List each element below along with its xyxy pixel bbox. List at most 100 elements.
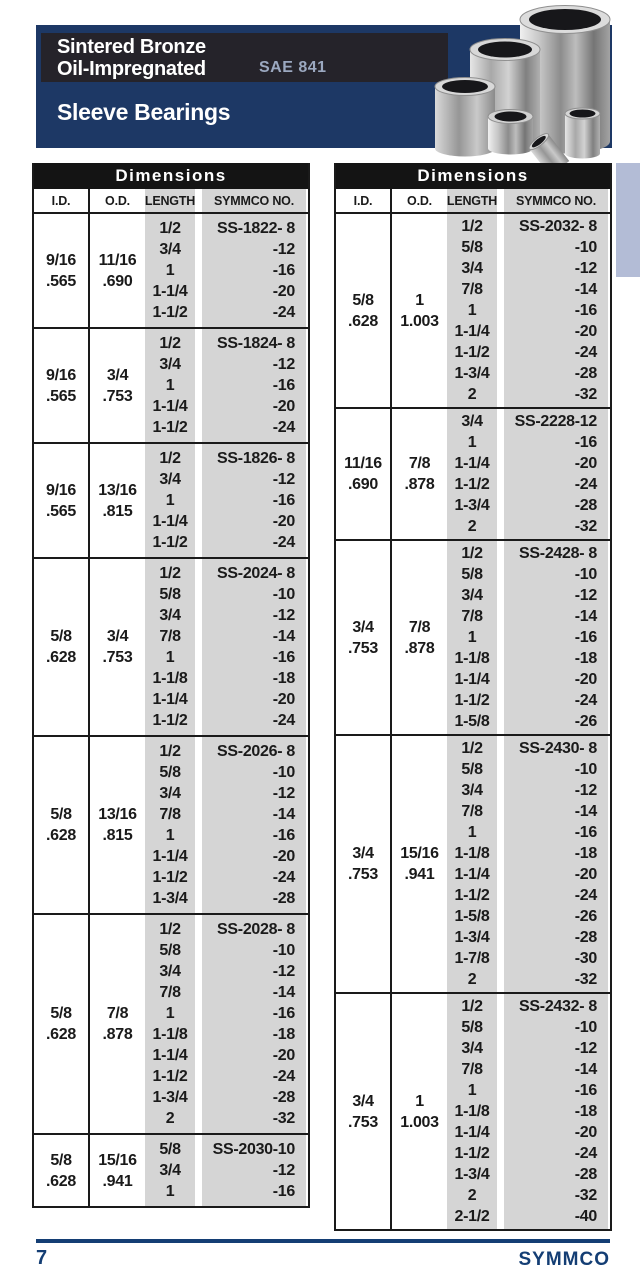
length-cell: 1/2 3/4 1 1-1/4 1-1/2 (145, 444, 195, 557)
length-value: 1 (165, 1183, 175, 1200)
length-value: 1-1/2 (152, 419, 188, 436)
length-value: 1-1/4 (454, 455, 490, 472)
dimensions-table-left: Dimensions I.D. O.D. LENGTH SYMMCO NO. 9/16… (32, 163, 310, 1208)
od-value: .878 (102, 1026, 133, 1043)
column-header-length: LENGTH (447, 189, 497, 212)
symmco-value: -10 (574, 761, 598, 778)
od-value: 1.003 (400, 1113, 439, 1131)
symmco-value: -32 (272, 1110, 296, 1127)
od-value: .878 (404, 476, 435, 493)
symmco-value: -24 (574, 344, 598, 361)
symmco-value: -14 (574, 1061, 598, 1078)
column-header-row: I.D. O.D. LENGTH SYMMCO NO. (336, 189, 610, 214)
length-value: 1-1/2 (152, 304, 188, 321)
symmco-value: -18 (574, 650, 598, 667)
column-gap (195, 329, 202, 442)
length-value: 2 (467, 518, 477, 535)
symmco-value: -32 (574, 518, 598, 535)
table-title: Dimensions (34, 163, 308, 189)
length-cell: 1/2 3/4 1 1-1/4 1-1/2 (145, 329, 195, 442)
od-value: .878 (404, 639, 435, 657)
od-cell: 1 1.003 (392, 214, 447, 407)
sae-code: SAE 841 (259, 59, 327, 76)
symmco-value: SS-2032- 8 (519, 218, 597, 235)
symmco-value: -12 (574, 1040, 598, 1057)
id-value: .628 (46, 1172, 76, 1190)
length-cell: 1/2 5/8 3/4 7/8 1 1-1/8 1-1/4 1-1/2 1-5/8 (447, 541, 497, 734)
length-value: 3/4 (159, 785, 181, 802)
od-value: 7/8 (106, 1005, 129, 1022)
od-value: 1 (415, 1092, 424, 1110)
column-header-od: O.D. (105, 193, 130, 208)
length-value: 1-1/4 (152, 691, 188, 708)
length-value: 1-1/2 (454, 692, 490, 709)
symmco-value: -20 (574, 323, 598, 340)
symmco-value: SS-2030-10 (212, 1141, 296, 1158)
length-value: 3/4 (461, 1040, 483, 1057)
symmco-value: SS-1826- 8 (217, 450, 295, 467)
length-value: 1 (467, 629, 477, 646)
length-value: 1/2 (461, 218, 483, 235)
sleeve-bearings-photo (434, 5, 611, 165)
column-gap (195, 214, 202, 327)
od-cell: 15/16 .941 (392, 736, 447, 992)
symmco-value: -28 (574, 929, 598, 946)
symmco-value: -10 (272, 586, 296, 603)
od-cell: 13/16 .815 (90, 737, 145, 913)
symmco-cell: SS-2432- 8 -10 -12 -14 -16 -18 -20 -24 -28 -32 -40 (504, 994, 608, 1229)
length-cell: 1/2 5/8 3/4 7/8 1 1-1/8 1-1/4 1-1/2 (145, 559, 195, 735)
length-value: 1-1/8 (454, 845, 490, 862)
symmco-value: -16 (574, 302, 598, 319)
length-value: 1-1/4 (152, 513, 188, 530)
length-value: 5/8 (159, 942, 181, 959)
od-value: .941 (404, 866, 435, 883)
symmco-value: SS-2432- 8 (519, 998, 597, 1015)
od-value: .753 (102, 649, 133, 666)
id-cell: 11/16 .690 (336, 409, 392, 539)
symmco-value: SS-2228-12 (514, 413, 598, 430)
length-value: 1-3/4 (152, 1089, 188, 1106)
od-value: 11/16 (98, 251, 137, 269)
column-gap (497, 994, 504, 1229)
id-cell: 5/8 .628 (34, 737, 90, 913)
length-cell: 5/8 3/4 1 (145, 1135, 195, 1206)
length-cell: 1/2 3/4 1 1-1/4 1-1/2 (145, 214, 195, 327)
length-value: 1-3/4 (454, 365, 490, 382)
column-gap (497, 409, 504, 539)
column-header-length: LENGTH (145, 189, 195, 212)
symmco-value: -24 (272, 869, 296, 886)
length-value: 7/8 (461, 608, 483, 625)
symmco-cell: SS-2030-10 -12 -16 (202, 1135, 306, 1206)
od-value: .815 (102, 827, 133, 844)
id-cell: 3/4 .753 (336, 736, 392, 992)
page-edge-index-tab (616, 163, 640, 277)
length-value: 1-1/8 (454, 650, 490, 667)
id-value: 3/4 (352, 1092, 374, 1110)
id-value: .753 (348, 1113, 378, 1131)
length-value: 1-7/8 (454, 950, 490, 967)
id-cell: 5/8 .628 (34, 1135, 90, 1206)
symmco-value: -40 (574, 1208, 598, 1225)
symmco-cell: SS-1822- 8 -12 -16 -20 -24 (202, 214, 306, 327)
table-body: 9/16 .565 11/16 .690 1/2 3/4 1 1-1/4 1-1/2 SS-182… (34, 214, 308, 1206)
length-value: 1-3/4 (454, 929, 490, 946)
id-value: .565 (46, 387, 76, 405)
symmco-value: -20 (272, 283, 296, 300)
od-cell: 11/16 .690 (90, 214, 145, 327)
column-header-id: I.D. (34, 189, 90, 212)
length-value: 1-1/4 (152, 398, 188, 415)
od-value: .753 (102, 387, 133, 405)
column-header-id: I.D. (336, 189, 392, 212)
symmco-value: SS-1822- 8 (217, 220, 295, 237)
id-value: 11/16 (344, 455, 382, 472)
length-value: 1 (165, 262, 175, 279)
length-value: 1-1/2 (454, 887, 490, 904)
bearing-cylinder-left (434, 77, 496, 157)
symmco-value: -14 (574, 608, 598, 625)
symmco-value: -12 (272, 471, 296, 488)
length-cell: 1/2 5/8 3/4 7/8 1 1-1/8 1-1/4 1-1/2 1-3/4 2 (145, 915, 195, 1133)
symmco-value: -20 (272, 513, 296, 530)
id-cell: 5/8 .628 (34, 915, 90, 1133)
length-value: 2 (467, 386, 477, 403)
